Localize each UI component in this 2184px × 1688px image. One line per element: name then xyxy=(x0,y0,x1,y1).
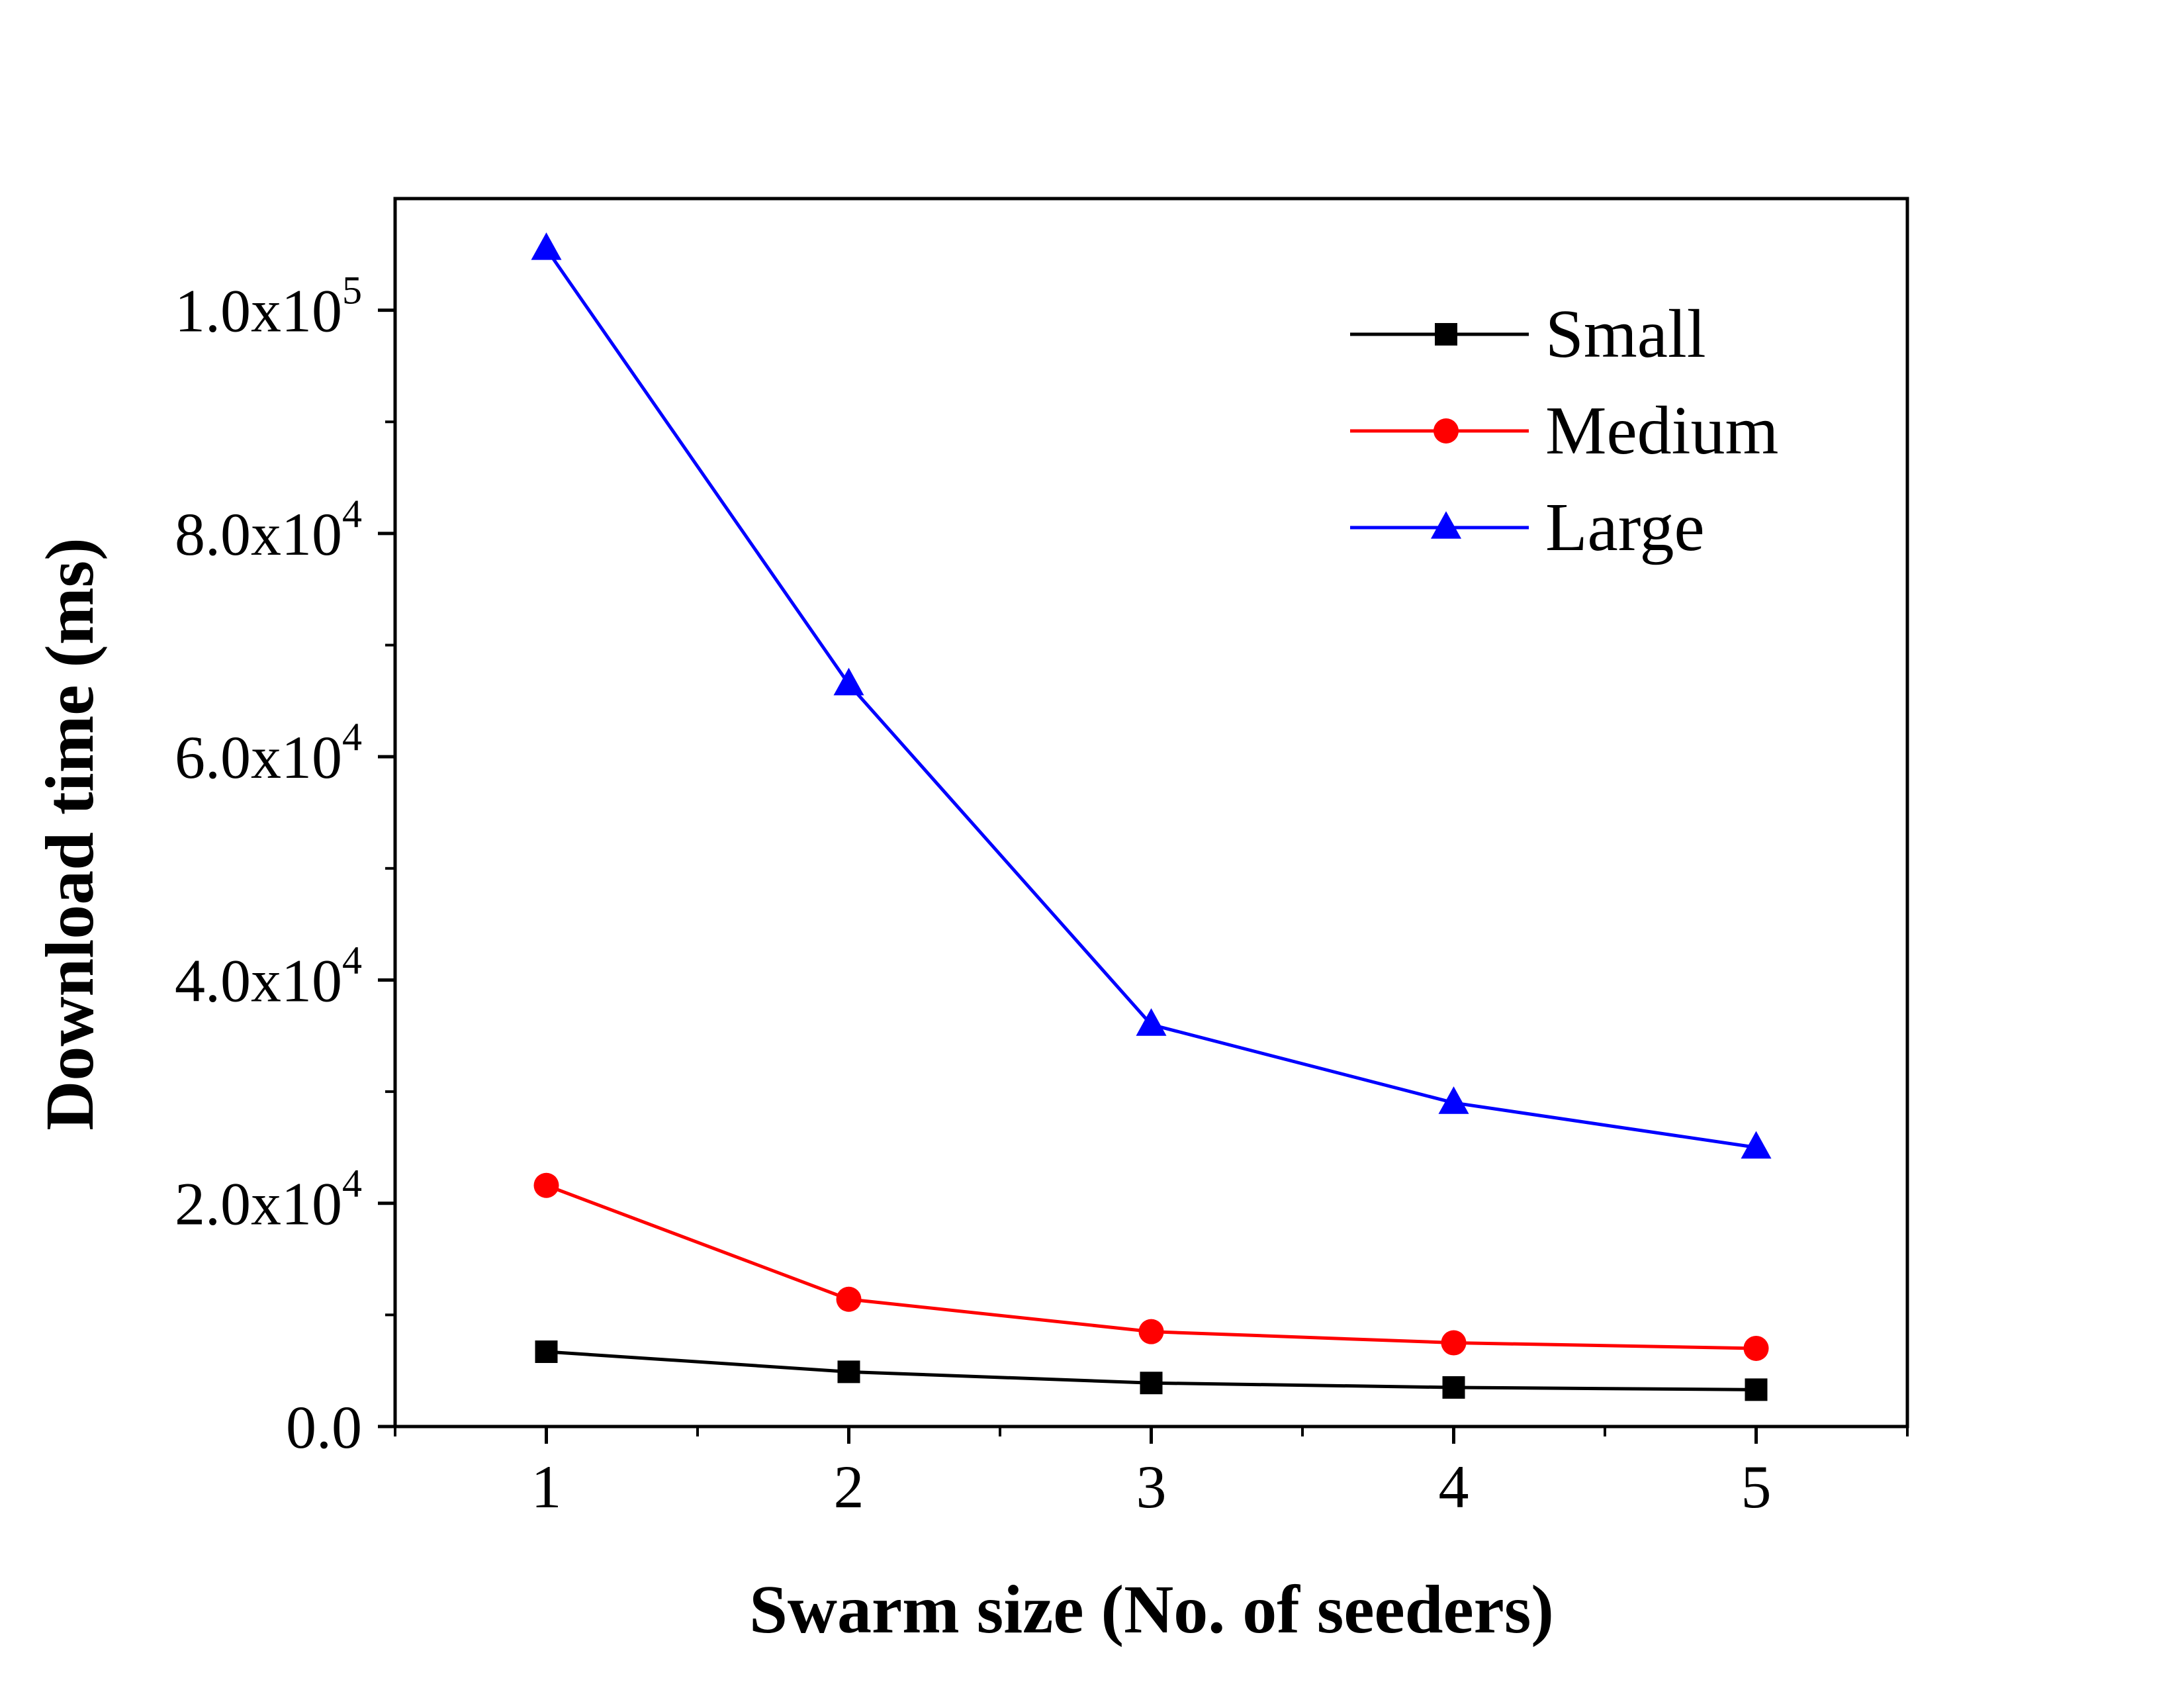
x-tick-label: 2 xyxy=(834,1453,864,1521)
x-axis-ticks: 1 2 3 4 5 xyxy=(394,1427,1909,1521)
x-tick-label: 5 xyxy=(1741,1453,1772,1521)
legend-entry-small: Small xyxy=(1350,296,1706,372)
data-point-large xyxy=(531,232,562,260)
x-tick-label: 1 xyxy=(531,1453,562,1521)
series-layer xyxy=(531,232,1772,1401)
data-point-small xyxy=(1745,1378,1768,1401)
data-point-large xyxy=(1438,1086,1469,1114)
y-tick-label: 0.0 xyxy=(286,1393,362,1461)
series-large xyxy=(531,232,1772,1159)
legend-label-small: Small xyxy=(1545,296,1706,372)
series-medium xyxy=(533,1172,1769,1361)
x-tick-label: 4 xyxy=(1439,1453,1469,1521)
legend-marker-small xyxy=(1435,323,1457,346)
data-point-medium xyxy=(533,1172,559,1198)
data-point-small xyxy=(1140,1372,1163,1395)
legend-entry-large: Large xyxy=(1350,489,1705,565)
x-axis-title: Swarm size (No. of seeders) xyxy=(749,1571,1554,1648)
legend: Small Medium Large xyxy=(1350,296,1778,565)
x-tick-label: 3 xyxy=(1136,1453,1167,1521)
data-point-medium xyxy=(1138,1319,1164,1344)
y-axis-title: Download time (ms) xyxy=(32,538,108,1130)
y-axis-ticks: 0.0 2.0x104 4.0x104 6.0x104 8.0x104 1.0x105 xyxy=(175,269,395,1461)
series-small xyxy=(535,1340,1768,1401)
y-tick-label: 6.0x104 xyxy=(175,715,362,791)
data-point-large xyxy=(1741,1131,1772,1159)
data-point-small xyxy=(837,1360,860,1383)
data-point-medium xyxy=(1441,1330,1467,1356)
data-point-medium xyxy=(836,1286,862,1312)
plot-frame xyxy=(393,197,1909,1429)
y-tick-label: 4.0x104 xyxy=(175,938,362,1014)
y-tick-label: 2.0x104 xyxy=(175,1162,362,1238)
y-tick-label: 1.0x105 xyxy=(175,269,362,345)
data-point-medium xyxy=(1743,1335,1769,1361)
legend-marker-medium xyxy=(1433,418,1459,444)
y-tick-label: 8.0x104 xyxy=(175,492,362,568)
plot-area-border xyxy=(393,197,1909,1429)
legend-entry-medium: Medium xyxy=(1350,393,1778,469)
legend-marker-large xyxy=(1431,511,1461,539)
data-point-small xyxy=(1442,1376,1465,1399)
data-point-small xyxy=(535,1340,558,1364)
data-point-large xyxy=(833,667,864,696)
data-point-large xyxy=(1136,1008,1167,1036)
legend-label-medium: Medium xyxy=(1545,393,1778,469)
legend-label-large: Large xyxy=(1545,489,1705,565)
